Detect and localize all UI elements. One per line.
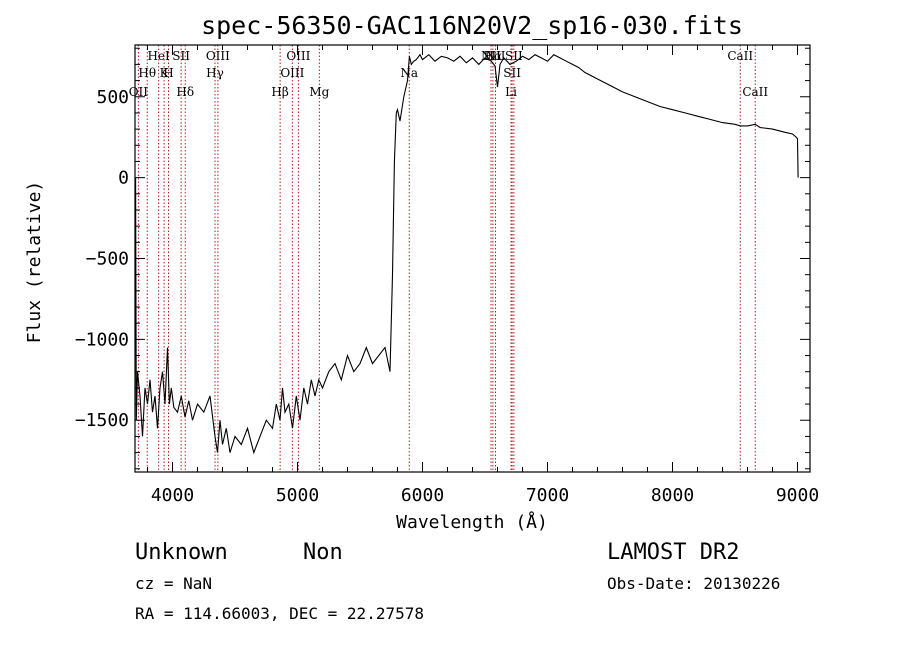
observation-date: Obs-Date: 20130226 <box>607 574 780 593</box>
x-axis-ticks: 4000 5000 6000 7000 8000 9000 <box>147 45 819 506</box>
emission-line-label: CaII <box>727 49 753 63</box>
x-axis-label: Wavelength (Å) <box>396 511 548 533</box>
emission-line-label: H <box>163 66 173 80</box>
emission-line-label: SII <box>172 49 190 63</box>
emission-line-label: OIII <box>206 49 230 63</box>
emission-line-label: Hβ <box>271 85 288 99</box>
emission-line-label: Li <box>505 85 517 99</box>
emission-line-label: NII <box>481 49 501 63</box>
y-tick-label: 500 <box>96 87 129 108</box>
x-tick-label: 5000 <box>276 485 319 506</box>
emission-line-label: CaII <box>742 85 768 99</box>
redshift-cz: cz = NaN <box>135 574 212 593</box>
chart-title: spec-56350-GAC116N20V2_sp16-030.fits <box>201 11 743 40</box>
emission-line-label: OIII <box>280 66 304 80</box>
y-tick-label: −1000 <box>75 329 129 350</box>
coordinates: RA = 114.66003, DEC = 22.27578 <box>135 604 424 623</box>
emission-line-label: Hδ <box>176 85 194 99</box>
plot-frame <box>134 44 811 473</box>
emission-line-label: Hγ <box>206 66 224 80</box>
y-tick-label: −500 <box>86 249 129 270</box>
y-tick-label: 0 <box>118 168 129 189</box>
object-class: Unknown <box>135 540 228 565</box>
object-subclass: Non <box>303 540 343 565</box>
y-axis-label: Flux (relative) <box>24 181 45 344</box>
survey-name: LAMOST DR2 <box>607 540 739 565</box>
emission-line-label: Na <box>400 66 418 80</box>
emission-line-label: OIII <box>286 49 310 63</box>
x-tick-label: 6000 <box>401 485 444 506</box>
emission-line-label: SII <box>503 66 521 80</box>
emission-line-label: SII <box>505 49 523 63</box>
spectrum-line <box>134 53 799 455</box>
emission-line-label: OII <box>129 85 149 99</box>
x-tick-label: 4000 <box>151 485 194 506</box>
x-tick-label: 7000 <box>526 485 569 506</box>
emission-line-label: NII <box>486 49 506 63</box>
emission-line-label: HeI <box>147 49 170 63</box>
emission-line-label: K <box>160 66 170 80</box>
x-tick-label: 8000 <box>651 485 694 506</box>
x-tick-label: 9000 <box>776 485 819 506</box>
emission-line-label: Mg <box>309 85 329 99</box>
y-axis-ticks: 500 0 −500 −1000 −1500 <box>75 47 810 470</box>
y-tick-label: −1500 <box>75 410 129 431</box>
emission-line-label: Hθ <box>138 66 156 80</box>
emission-line-markers <box>137 45 756 472</box>
emission-line-labels: OIIHθHeIKSIIHHδOIIIHγHβOIIIOIIIMgNaNIIHα… <box>129 49 769 99</box>
